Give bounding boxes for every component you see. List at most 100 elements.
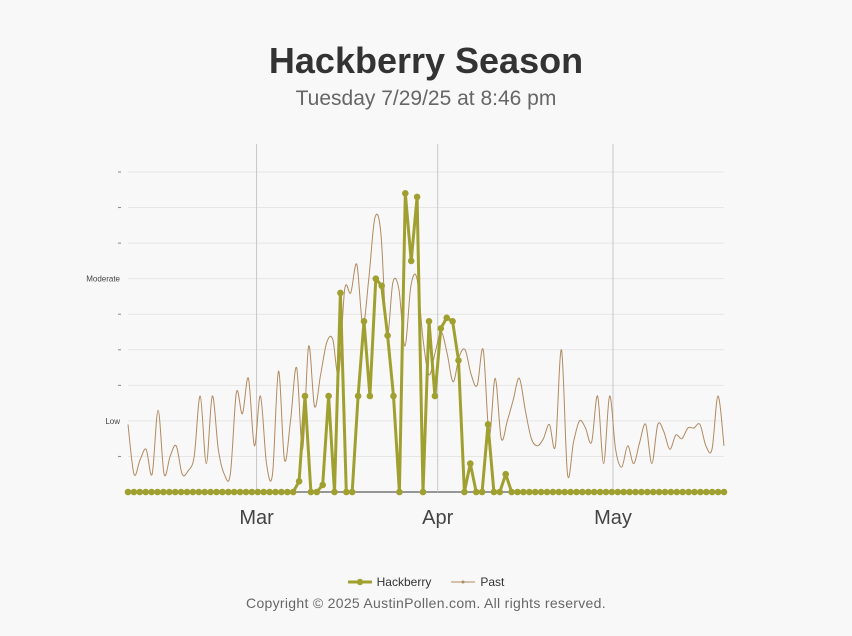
data-point-hackberry: [596, 488, 604, 496]
copyright-text: Copyright © 2025 AustinPollen.com. All r…: [246, 595, 606, 611]
data-point-hackberry: [691, 488, 698, 496]
data-point-hackberry: [703, 488, 710, 496]
legend-swatch-past-icon: [451, 580, 476, 584]
data-point-hackberry: [124, 488, 132, 496]
data-point-hackberry: [348, 488, 356, 496]
data-point-hackberry: [679, 488, 686, 496]
data-point-hackberry: [644, 488, 651, 496]
data-point-hackberry: [225, 488, 232, 496]
data-point-hackberry: [632, 488, 639, 496]
data-point-hackberry: [526, 488, 533, 496]
data-point-hackberry: [484, 421, 492, 428]
chart-area: Low Moderate Mar Apr May: [86, 144, 728, 529]
data-point-hackberry: [372, 275, 380, 283]
data-point-hackberry: [520, 488, 527, 496]
chart-title: Hackberry Season: [268, 40, 584, 81]
data-point-hackberry: [407, 257, 415, 265]
series-layer: [124, 190, 728, 496]
data-point-hackberry: [531, 488, 539, 496]
data-point-hackberry: [402, 190, 409, 197]
data-point-hackberry: [443, 314, 451, 322]
data-point-hackberry: [360, 318, 368, 325]
data-point-hackberry: [189, 488, 197, 496]
data-point-hackberry: [331, 488, 338, 496]
data-point-hackberry: [183, 488, 191, 496]
data-point-hackberry: [638, 488, 645, 496]
data-point-hackberry: [455, 357, 462, 364]
x-tick-label: Mar: [239, 507, 274, 529]
data-point-hackberry: [579, 488, 586, 496]
data-point-hackberry: [201, 488, 208, 496]
data-point-hackberry: [508, 488, 515, 496]
data-point-hackberry: [242, 488, 250, 496]
data-point-hackberry: [585, 488, 592, 496]
data-point-hackberry: [620, 488, 627, 496]
y-level-label: Moderate: [86, 275, 120, 284]
y-level-label: Low: [105, 417, 120, 426]
data-point-hackberry: [543, 488, 551, 496]
data-point-hackberry: [366, 392, 374, 400]
data-point-hackberry: [160, 488, 167, 496]
data-point-hackberry: [478, 488, 486, 496]
data-point-hackberry: [319, 481, 327, 489]
legend-item-hackberry[interactable]: Hackberry: [347, 575, 432, 589]
legend-label-hackberry: Hackberry: [376, 575, 432, 589]
data-point-hackberry: [655, 488, 663, 496]
data-point-hackberry: [166, 488, 173, 496]
legend-swatch-hackberry-icon: [347, 578, 372, 586]
data-point-hackberry: [289, 488, 297, 496]
data-point-hackberry: [419, 488, 427, 496]
data-point-hackberry: [254, 488, 262, 496]
data-point-hackberry: [537, 488, 545, 496]
data-point-hackberry: [272, 488, 279, 496]
data-point-hackberry: [567, 488, 574, 496]
data-point-hackberry: [608, 488, 616, 496]
data-point-hackberry: [673, 488, 681, 496]
data-point-hackberry: [207, 488, 214, 496]
data-point-hackberry: [602, 488, 610, 496]
data-point-hackberry: [661, 488, 669, 496]
data-point-hackberry: [337, 289, 344, 297]
legend-item-past[interactable]: Past: [451, 575, 504, 589]
data-point-hackberry: [449, 318, 456, 325]
legend-label-past: Past: [480, 575, 505, 589]
data-point-hackberry: [496, 488, 504, 496]
series-line-hackberry: [128, 191, 724, 494]
data-point-hackberry: [396, 488, 403, 496]
data-point-hackberry: [301, 392, 309, 400]
data-point-hackberry: [549, 488, 557, 496]
data-point-hackberry: [313, 488, 321, 496]
data-point-hackberry: [697, 488, 704, 496]
data-point-hackberry: [390, 392, 397, 400]
legend: Hackberry Past: [0, 575, 852, 589]
data-point-hackberry: [136, 488, 144, 496]
data-point-hackberry: [213, 488, 220, 496]
data-point-hackberry: [343, 488, 350, 496]
data-point-hackberry: [590, 488, 598, 496]
data-point-hackberry: [561, 488, 568, 496]
data-point-hackberry: [626, 488, 633, 496]
data-point-hackberry: [573, 488, 580, 496]
data-point-hackberry: [354, 392, 362, 400]
data-point-hackberry: [378, 282, 386, 290]
data-point-hackberry: [431, 392, 439, 400]
data-point-hackberry: [248, 488, 256, 496]
data-point-hackberry: [195, 488, 203, 496]
data-point-hackberry: [649, 488, 657, 496]
data-point-hackberry: [667, 488, 675, 496]
data-point-hackberry: [714, 488, 722, 496]
data-point-hackberry: [266, 488, 273, 496]
data-point-hackberry: [384, 332, 391, 339]
data-point-hackberry: [295, 478, 303, 485]
data-point-hackberry: [720, 488, 728, 496]
data-point-hackberry: [260, 488, 268, 496]
data-point-hackberry: [142, 488, 149, 496]
data-point-hackberry: [685, 488, 692, 496]
data-point-hackberry: [425, 318, 433, 325]
data-point-hackberry: [490, 488, 498, 496]
data-point-hackberry: [230, 488, 238, 496]
data-point-hackberry: [130, 488, 138, 496]
data-point-hackberry: [413, 193, 421, 201]
data-point-hackberry: [148, 488, 155, 496]
label-layer: Low Moderate Mar Apr May: [86, 275, 632, 529]
